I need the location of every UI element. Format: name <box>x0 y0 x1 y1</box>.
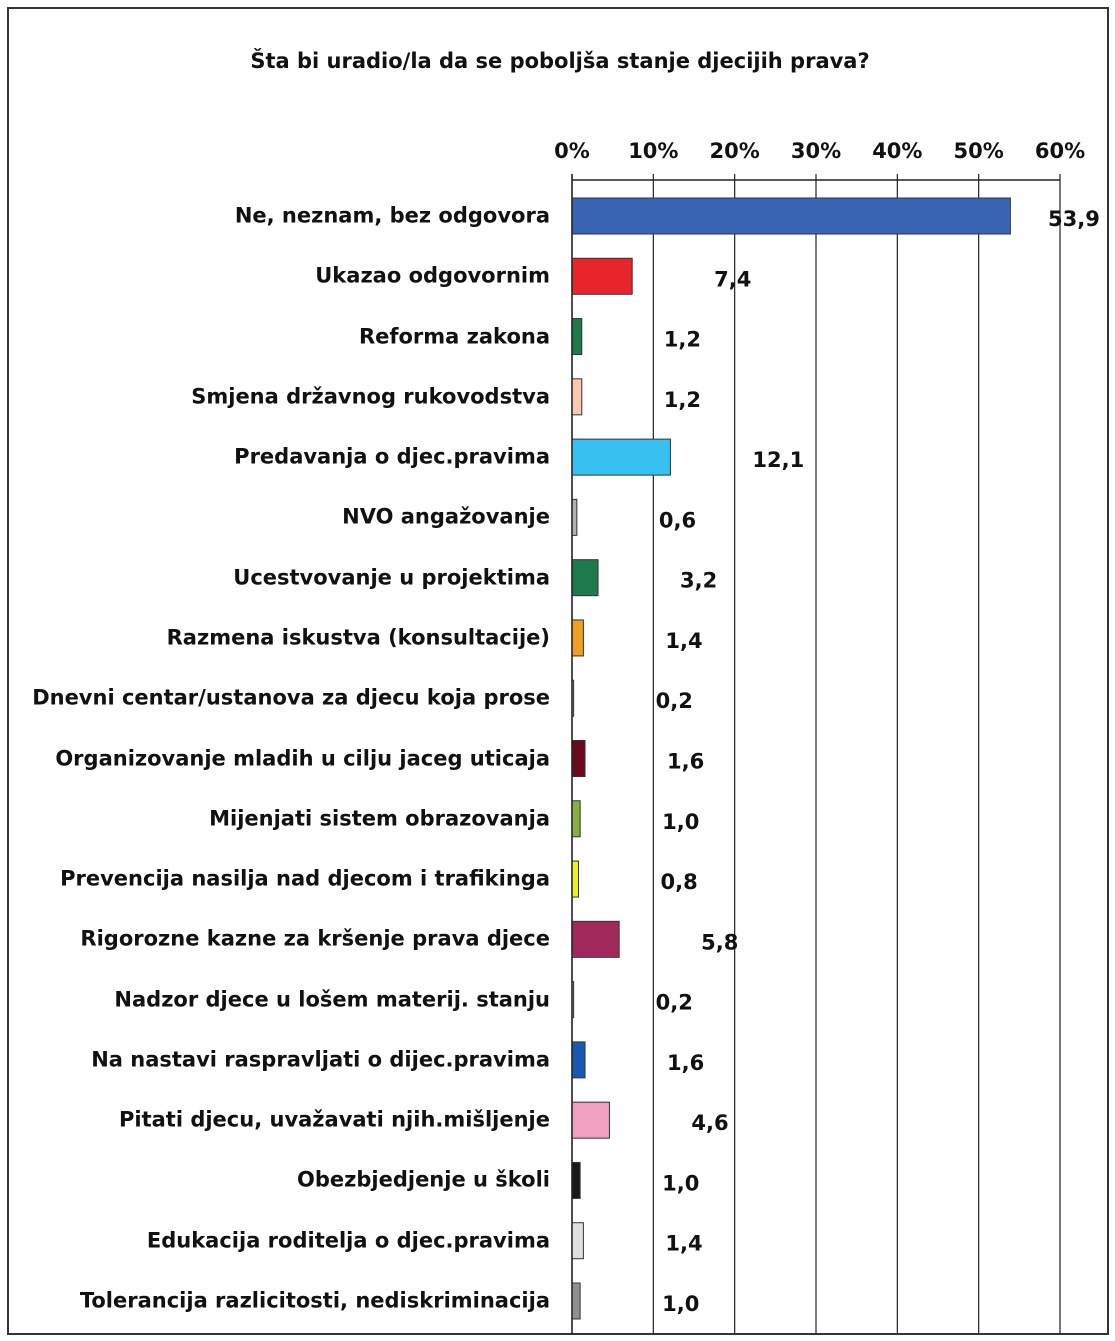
y-tick-label: Ne, neznam, bez odgovora <box>234 203 550 228</box>
bar <box>571 197 1011 235</box>
data-label: 1,0 <box>662 1292 699 1316</box>
y-tick-label: Organizovanje mladih u cilju jaceg utica… <box>55 746 550 770</box>
data-label: 4,6 <box>691 1111 728 1135</box>
y-tick-label: Razmena iskustva (konsultacije) <box>166 625 550 650</box>
x-tick-label: 20% <box>710 139 760 163</box>
y-tick-label: Dnevni centar/ustanova za djecu koja pro… <box>32 685 550 710</box>
data-label: 0,8 <box>661 870 698 894</box>
y-tick-label: Rigorozne kazne za kršenje prava djece <box>80 926 550 951</box>
y-tick-label: Ukazao odgovornim <box>315 263 550 288</box>
x-tick-label: 0% <box>554 139 590 163</box>
bar <box>571 559 599 597</box>
frame <box>7 7 1109 1335</box>
data-label: 1,2 <box>664 328 701 352</box>
bar <box>571 920 620 958</box>
data-label: 1,6 <box>667 1051 704 1075</box>
y-tick-label: Ucestvovanje u projektima <box>233 565 550 590</box>
data-label: 0,6 <box>659 508 696 532</box>
bar <box>571 1101 610 1139</box>
x-tick-label: 30% <box>791 139 841 163</box>
y-tick-label: NVO angažovanje <box>342 504 550 529</box>
data-label: 0,2 <box>656 689 693 713</box>
data-label: 1,6 <box>667 750 704 774</box>
chart-title: Šta bi uradio/la da se poboljša stanje d… <box>250 48 869 73</box>
bar <box>571 1282 581 1320</box>
data-label: 1,4 <box>665 1232 702 1256</box>
y-tick-label: Edukacija roditelja o djec.pravima <box>146 1228 550 1253</box>
bar <box>571 438 671 476</box>
bar <box>571 378 583 416</box>
x-tick-label: 50% <box>954 139 1004 163</box>
bar <box>571 257 633 295</box>
bar <box>571 800 581 838</box>
x-tick-label: 40% <box>872 139 922 163</box>
y-tick-label: Na nastavi raspravljati o dijec.pravima <box>91 1047 550 1072</box>
y-tick-label: Mijenjati sistem obrazovanja <box>209 806 550 831</box>
y-tick-label: Nadzor djece u lošem materij. stanju <box>114 987 550 1012</box>
data-label: 1,4 <box>665 629 702 653</box>
y-tick-label: Predavanja o djec.pravima <box>234 444 550 469</box>
data-label: 1,0 <box>662 810 699 834</box>
data-label: 1,2 <box>664 388 701 412</box>
y-tick-label: Pitati djecu, uvažavati njih.mišljenje <box>118 1107 550 1132</box>
x-tick-label: 10% <box>628 139 678 163</box>
bar <box>571 619 584 657</box>
bar <box>571 740 586 777</box>
data-label: 12,1 <box>752 448 804 472</box>
x-tick-label: 60% <box>1035 139 1085 163</box>
y-tick-label: Prevencija nasilja nad djecom i trafikin… <box>60 866 550 891</box>
y-tick-label: Tolerancija razlicitosti, nediskriminaci… <box>79 1288 550 1313</box>
data-label: 1,0 <box>662 1171 699 1195</box>
bar <box>571 318 583 356</box>
data-label: 53,9 <box>1048 207 1100 231</box>
y-tick-label: Smjena državnog rukovodstva <box>191 384 550 409</box>
bar <box>571 860 580 898</box>
bar <box>571 1222 584 1260</box>
data-label: 5,8 <box>701 930 738 954</box>
data-label: 0,2 <box>656 991 693 1015</box>
bar <box>571 1161 581 1199</box>
y-tick-label: Reforma zakona <box>358 324 550 349</box>
data-label: 3,2 <box>680 569 717 593</box>
y-tick-label: Obezbjedjenje u školi <box>297 1167 550 1192</box>
bar <box>571 1041 586 1079</box>
data-label: 7,4 <box>714 267 751 291</box>
